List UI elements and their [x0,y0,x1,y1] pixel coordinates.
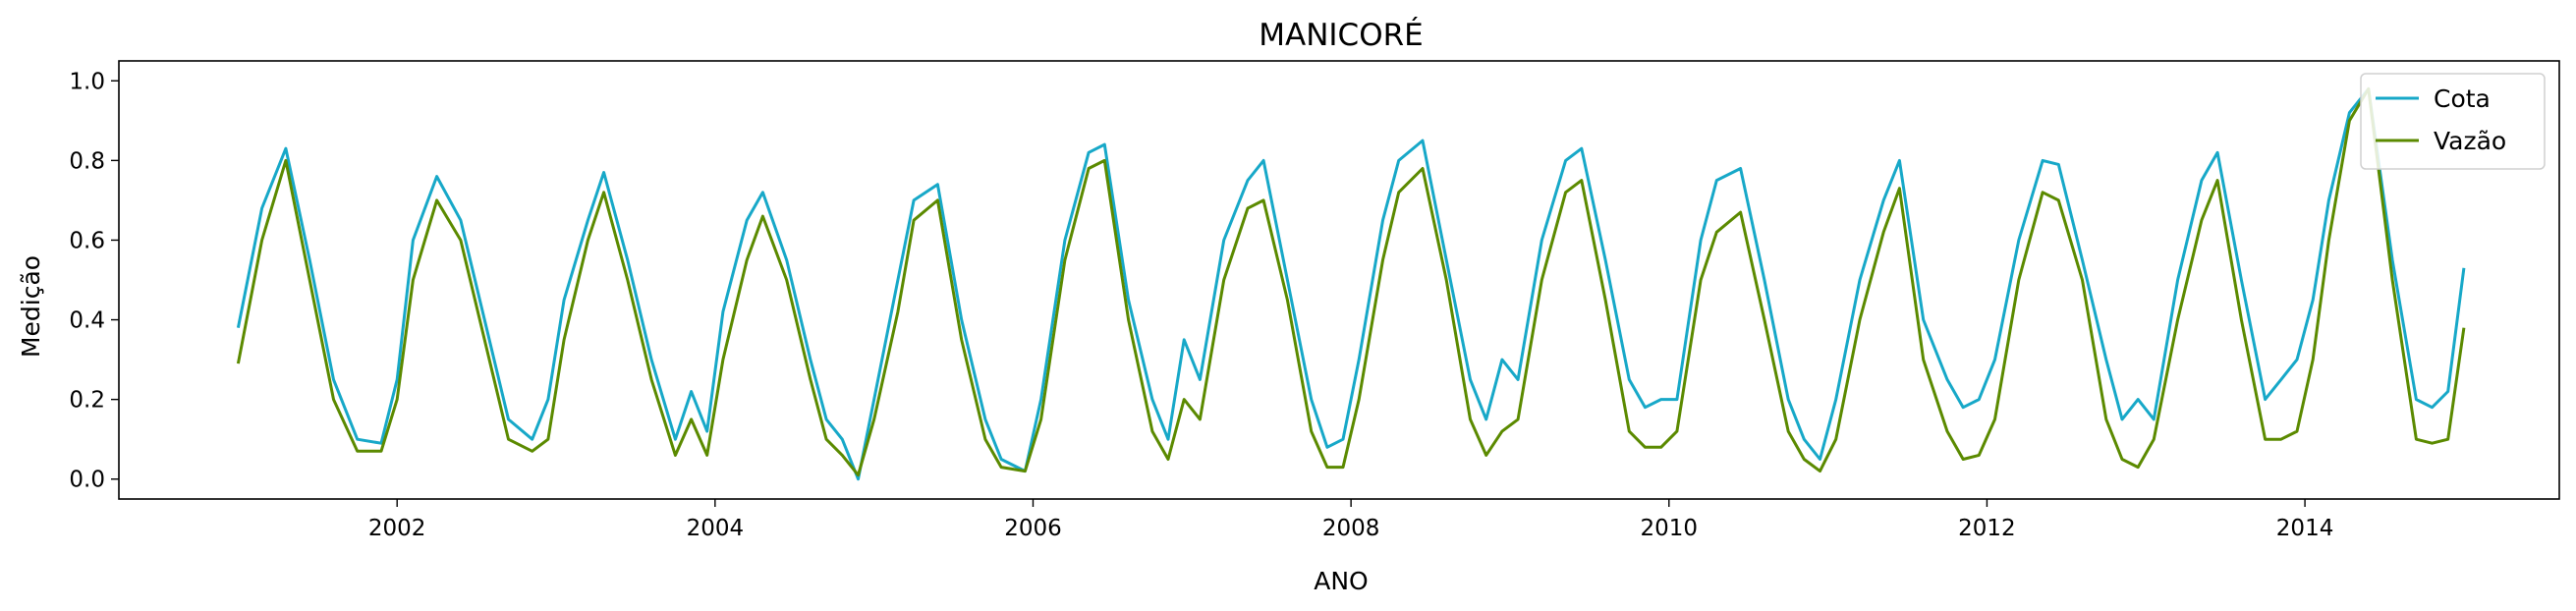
x-tick-label: 2012 [1958,516,2016,541]
x-tick-label: 2002 [368,516,426,541]
y-tick-label: 0.0 [69,468,105,493]
x-tick-label: 2004 [687,516,745,541]
x-axis: 2002 2004 2006 2008 2010 2012 2014 [368,499,2333,541]
y-tick-label: 0.6 [69,228,105,253]
legend-label-cota: Cota [2434,84,2491,113]
plot-area [118,60,2560,500]
y-tick-label: 0.8 [69,148,105,174]
series-line-vazao-line [236,86,2466,477]
y-axis: 0.0 0.2 0.4 0.6 0.8 1.0 [69,69,119,493]
plot-frame [118,60,2560,500]
x-tick-label: 2008 [1322,516,1380,541]
y-tick-label: 0.4 [69,308,105,334]
y-axis-label: Medição [17,255,45,358]
x-tick-label: 2010 [1641,516,1699,541]
chart-title: MANICORÉ [1259,18,1423,53]
y-tick-label: 0.2 [69,388,105,414]
series-layer [236,86,2466,481]
x-axis-label: ANO [1314,567,1368,595]
legend-label-vazao: Vazão [2434,127,2506,155]
x-tick-label: 2006 [1004,516,1062,541]
x-tick-label: 2014 [2276,516,2334,541]
y-tick-label: 1.0 [69,69,105,94]
legend: Cota Vazão [2360,73,2546,170]
series-line-cota-line [236,86,2466,481]
